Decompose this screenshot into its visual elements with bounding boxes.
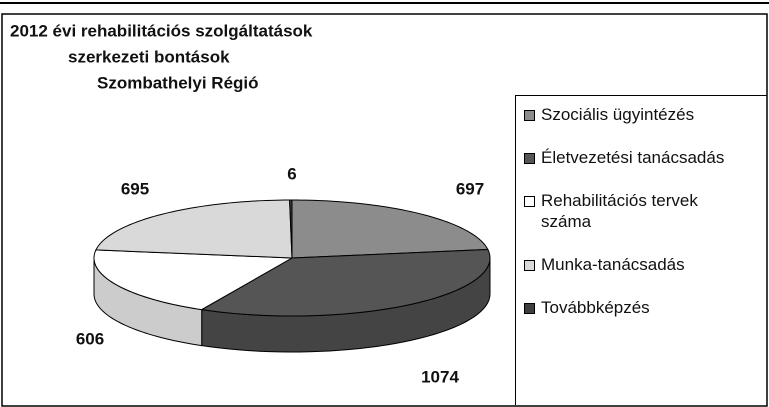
legend-item: Továbbképzés xyxy=(524,297,767,318)
legend-item: Szociális ügyintézés xyxy=(524,104,767,125)
legend-swatch xyxy=(524,110,535,121)
legend-swatch xyxy=(524,196,535,207)
legend-swatch xyxy=(524,303,535,314)
legend-label: Életvezetési tanácsadás xyxy=(541,148,725,167)
legend: Szociális ügyintézés Életvezetési tanácsa… xyxy=(515,95,767,405)
legend-label: Munka-tanácsadás xyxy=(541,255,685,274)
legend-item: Életvezetési tanácsadás xyxy=(524,147,767,168)
legend-label: Rehabilitációs tervek száma xyxy=(541,191,698,231)
legend-label: Továbbképzés xyxy=(541,298,650,317)
legend-item: Rehabilitációs tervek száma xyxy=(524,190,767,232)
data-label: 695 xyxy=(121,179,149,198)
pie-slice xyxy=(93,249,294,311)
chart-title: Szombathelyi Régió xyxy=(97,73,259,92)
data-label: 697 xyxy=(456,179,484,198)
chart-border xyxy=(1,13,768,407)
data-label: 6 xyxy=(287,164,296,183)
pie-slice xyxy=(200,248,491,317)
chart-title: szerkezeti bontások xyxy=(68,47,230,66)
chart-title: 2012 évi rehabilitációs szolgáltatások xyxy=(10,21,313,40)
data-label: 1074 xyxy=(421,367,459,386)
legend-label: Szociális ügyintézés xyxy=(541,105,695,124)
data-label: 606 xyxy=(76,329,104,348)
legend-swatch xyxy=(524,260,535,271)
pie-slice xyxy=(291,199,489,259)
pie-slice xyxy=(289,199,293,259)
legend-item: Munka-tanácsadás xyxy=(524,254,767,275)
pie-slice xyxy=(95,199,293,259)
legend-swatch xyxy=(524,153,535,164)
